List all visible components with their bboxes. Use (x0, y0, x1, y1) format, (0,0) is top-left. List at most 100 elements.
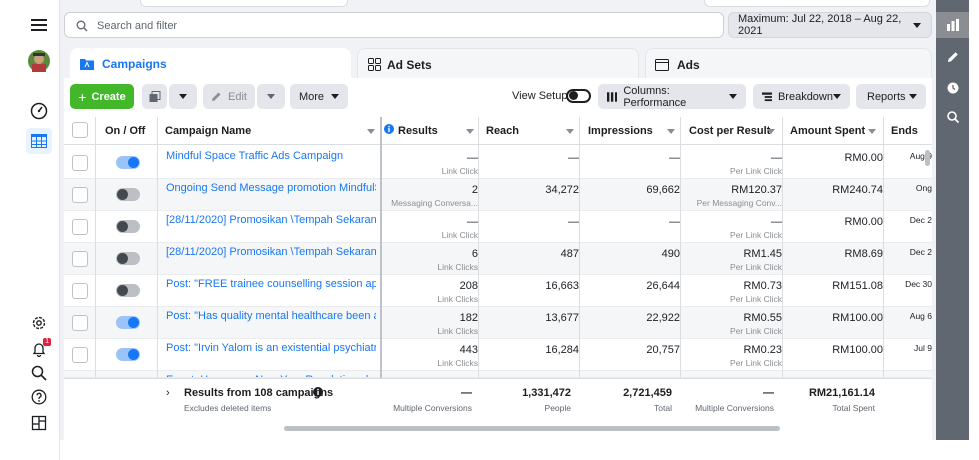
cell-reach: 5,992 (551, 376, 579, 377)
campaign-name-link[interactable]: Post: "FREE trainee counselling session … (166, 278, 376, 290)
sort-caret-icon[interactable] (868, 129, 876, 134)
columns-button[interactable]: Columns: Performance (598, 84, 746, 109)
col-header-results[interactable]: Results (398, 125, 438, 137)
col-header-impressions[interactable]: Impressions (588, 125, 653, 137)
breakdown-button[interactable]: Breakdown (753, 84, 850, 109)
campaign-name-link[interactable]: [28/11/2020] Promosikan \Tempah Sekarang (166, 214, 376, 226)
cell-results: — (467, 216, 478, 228)
column-divider (782, 117, 783, 423)
table-row[interactable]: Post: "Irvin Yalom is an existential psy… (64, 339, 932, 371)
search-filter-input[interactable]: Search and filter (64, 12, 724, 38)
campaign-status-toggle[interactable] (116, 284, 140, 297)
campaign-name-link[interactable]: [28/11/2020] Promosikan \Tempah Sekarang (166, 246, 376, 258)
charts-icon[interactable] (936, 12, 969, 38)
notifications-bell-icon[interactable]: 1 (26, 336, 52, 362)
campaign-name-link[interactable]: Mindful Space Traffic Ads Campaign (166, 150, 344, 162)
cell-ends: Dec 2 (909, 247, 932, 257)
reports-panel-icon[interactable] (26, 410, 52, 436)
campaign-status-toggle[interactable] (116, 348, 140, 361)
tab-ads[interactable]: Ads (645, 48, 932, 80)
tab-campaigns[interactable]: Campaigns (70, 48, 351, 80)
search-icon (76, 20, 88, 32)
campaign-name-link[interactable]: Post: "Irvin Yalom is an existential psy… (166, 342, 376, 354)
dashboard-icon[interactable] (26, 98, 52, 124)
table-row[interactable]: Event: How many New Year Resolutions hav… (64, 371, 932, 378)
edit-dropdown-button[interactable] (257, 84, 285, 109)
duplicate-button[interactable] (142, 84, 167, 109)
cell-results-sub: Messaging Conversa... (391, 198, 478, 208)
campaign-status-toggle[interactable] (116, 316, 140, 329)
table-row[interactable]: [28/11/2020] Promosikan \Tempah Sekarang… (64, 243, 932, 275)
sort-caret-icon[interactable] (566, 129, 574, 134)
sort-caret-icon[interactable] (367, 129, 375, 134)
campaign-name-link[interactable]: Ongoing Send Message promotion MindfulSp… (166, 182, 376, 194)
table-footer-totals: › Results from 108 campaigns Excludes de… (64, 378, 932, 424)
sort-caret-icon[interactable] (667, 129, 675, 134)
cell-results: 182 (459, 312, 478, 324)
horizontal-scrollbar[interactable] (284, 426, 780, 431)
account-avatar[interactable] (26, 48, 52, 74)
col-header-onoff[interactable]: On / Off (105, 125, 146, 137)
help-icon[interactable] (26, 384, 52, 410)
campaign-status-toggle[interactable] (116, 188, 140, 201)
footer-impressions-sub: Total (654, 403, 672, 413)
chevron-down-icon (331, 94, 340, 99)
edit-button[interactable]: Edit (203, 84, 255, 109)
date-range-picker[interactable]: Maximum: Jul 22, 2018 – Aug 22, 2021 (728, 12, 932, 38)
sort-caret-icon[interactable] (767, 129, 775, 134)
campaign-status-toggle[interactable] (116, 156, 140, 169)
row-checkbox[interactable] (72, 347, 88, 363)
table-row[interactable]: Mindful Space Traffic Ads Campaign — Link … (64, 147, 932, 179)
cell-cpr-sub: Per Link Click (730, 326, 782, 336)
campaign-name-link[interactable]: Post: "Has quality mental healthcare bee… (166, 310, 376, 322)
reports-button[interactable]: Reports (856, 84, 926, 109)
select-all-checkbox[interactable] (72, 122, 88, 138)
duplicate-dropdown-button[interactable] (169, 84, 197, 109)
row-checkbox[interactable] (72, 155, 88, 171)
campaign-status-toggle[interactable] (116, 220, 140, 233)
cell-results-sub: Link Clicks (437, 294, 478, 304)
chevron-down-icon (267, 94, 275, 99)
create-button[interactable]: + Create (70, 84, 134, 109)
table-row[interactable]: Ongoing Send Message promotion MindfulSp… (64, 179, 932, 211)
row-checkbox[interactable] (72, 251, 88, 267)
tab-campaigns-label: Campaigns (102, 57, 167, 71)
info-icon[interactable] (313, 387, 323, 397)
search-icon[interactable] (26, 360, 52, 386)
expand-chevron-icon[interactable]: › (166, 387, 170, 399)
campaign-name-link[interactable]: Event: How many New Year Resolutions hav… (166, 374, 376, 377)
info-icon[interactable] (384, 124, 394, 134)
row-checkbox[interactable] (72, 219, 88, 235)
col-header-amount-spent[interactable]: Amount Spent (790, 125, 866, 137)
zoom-search-icon[interactable] (936, 104, 969, 130)
row-checkbox[interactable] (72, 187, 88, 203)
cell-reach: — (568, 152, 579, 164)
row-checkbox[interactable] (72, 283, 88, 299)
table-row[interactable]: Post: "FREE trainee counselling session … (64, 275, 932, 307)
footer-spent-sub: Total Spent (832, 403, 875, 413)
ads-manager-table-icon[interactable] (26, 128, 52, 154)
vertical-scrollbar[interactable] (925, 150, 930, 166)
col-header-cost-per-result[interactable]: Cost per Result (689, 125, 771, 137)
menu-icon[interactable] (26, 12, 52, 38)
toggle-knob (128, 317, 139, 328)
col-header-campaign-name[interactable]: Campaign Name (165, 125, 252, 137)
cell-cpr: RM0.55 (743, 312, 782, 324)
more-button[interactable]: More (290, 84, 348, 109)
footer-cpr-value: — (763, 387, 774, 399)
table-row[interactable]: [28/11/2020] Promosikan \Tempah Sekarang… (64, 211, 932, 243)
view-setup-toggle[interactable] (566, 89, 591, 103)
edit-pencil-icon[interactable] (936, 44, 969, 70)
row-checkbox[interactable] (72, 315, 88, 331)
cell-results-sub: Link Clicks (437, 358, 478, 368)
settings-gear-icon[interactable] (26, 310, 52, 336)
campaign-status-toggle[interactable] (116, 252, 140, 265)
table-row[interactable]: Post: "Has quality mental healthcare bee… (64, 307, 932, 339)
col-header-reach[interactable]: Reach (486, 125, 520, 137)
history-clock-icon[interactable] (936, 75, 969, 101)
col-header-ends[interactable]: Ends (891, 125, 918, 137)
tab-ad-sets[interactable]: Ad Sets (357, 48, 639, 80)
cell-spent: RM100.00 (832, 376, 883, 377)
sort-caret-icon[interactable] (466, 129, 474, 134)
chevron-down-icon (909, 94, 917, 99)
